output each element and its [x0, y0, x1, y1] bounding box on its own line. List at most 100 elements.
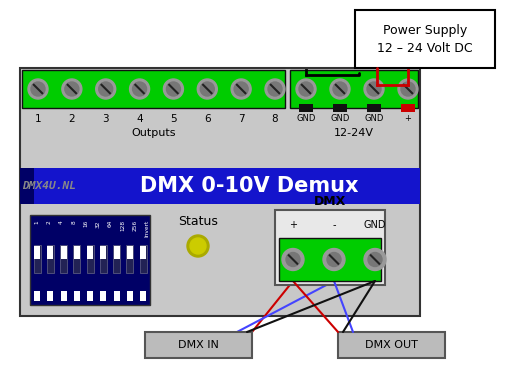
Circle shape — [398, 79, 418, 99]
Circle shape — [286, 253, 300, 266]
Text: 4: 4 — [59, 220, 64, 224]
Bar — [299, 104, 313, 112]
Text: 8: 8 — [272, 114, 278, 124]
Circle shape — [197, 79, 217, 99]
Circle shape — [333, 82, 347, 96]
Circle shape — [167, 82, 180, 96]
Circle shape — [133, 82, 146, 96]
Bar — [139, 245, 146, 273]
Bar — [100, 291, 106, 301]
Bar — [401, 104, 415, 112]
Text: 16: 16 — [83, 220, 88, 227]
Text: 5: 5 — [170, 114, 177, 124]
Text: Status: Status — [178, 215, 218, 228]
Circle shape — [268, 82, 282, 96]
Bar — [22, 70, 285, 108]
Bar — [61, 291, 67, 301]
Bar — [113, 245, 120, 273]
Bar — [34, 291, 40, 301]
Text: 6: 6 — [204, 114, 211, 124]
Circle shape — [231, 79, 251, 99]
Bar — [87, 291, 93, 301]
Circle shape — [187, 235, 209, 257]
Bar — [338, 332, 445, 358]
Bar — [20, 168, 34, 204]
Bar — [355, 10, 495, 68]
Bar — [61, 246, 67, 259]
Circle shape — [164, 79, 183, 99]
Text: 3: 3 — [103, 114, 109, 124]
Text: 256: 256 — [132, 220, 137, 231]
Bar — [100, 245, 107, 273]
Text: 2: 2 — [47, 220, 52, 224]
Text: +: + — [405, 114, 412, 123]
Circle shape — [368, 253, 382, 266]
Text: Outputs: Outputs — [131, 128, 176, 138]
Bar — [127, 291, 133, 301]
Bar — [100, 246, 106, 259]
Bar — [34, 246, 40, 259]
Text: DMX4U.NL: DMX4U.NL — [22, 181, 76, 191]
Text: 2: 2 — [69, 114, 75, 124]
Bar — [114, 246, 120, 259]
Text: DMX 0-10V Demux: DMX 0-10V Demux — [140, 176, 359, 196]
Circle shape — [282, 249, 304, 270]
Bar — [367, 104, 381, 112]
Text: Power Supply
12 – 24 Volt DC: Power Supply 12 – 24 Volt DC — [377, 23, 473, 55]
Bar — [73, 245, 80, 273]
Text: Invert: Invert — [144, 220, 149, 237]
Text: 8: 8 — [71, 220, 76, 224]
Circle shape — [296, 79, 316, 99]
Text: 12-24V: 12-24V — [334, 128, 374, 138]
Bar — [87, 246, 93, 259]
Text: GND: GND — [296, 114, 316, 123]
Bar — [140, 291, 146, 301]
Bar — [30, 215, 150, 305]
Circle shape — [65, 82, 79, 96]
Bar — [127, 246, 133, 259]
Circle shape — [190, 238, 206, 254]
Text: 1: 1 — [34, 220, 39, 224]
Bar — [20, 68, 420, 316]
Circle shape — [98, 82, 113, 96]
Bar — [74, 246, 80, 259]
Circle shape — [299, 82, 313, 96]
Text: GND: GND — [364, 220, 386, 230]
Bar — [114, 291, 120, 301]
Bar — [47, 291, 53, 301]
Text: GND: GND — [330, 114, 349, 123]
Bar — [140, 246, 146, 259]
Circle shape — [327, 253, 341, 266]
Text: 32: 32 — [95, 220, 100, 227]
Circle shape — [234, 82, 248, 96]
Text: GND: GND — [364, 114, 384, 123]
Bar — [33, 245, 40, 273]
Text: DMX OUT: DMX OUT — [365, 340, 418, 350]
Circle shape — [367, 82, 381, 96]
Bar — [275, 210, 385, 285]
Circle shape — [62, 79, 82, 99]
Bar — [74, 291, 80, 301]
Text: 128: 128 — [120, 220, 125, 231]
Circle shape — [200, 82, 214, 96]
Circle shape — [31, 82, 45, 96]
Bar — [20, 168, 420, 204]
Circle shape — [364, 249, 386, 270]
Bar — [60, 245, 67, 273]
Circle shape — [265, 79, 285, 99]
Bar — [47, 245, 54, 273]
Bar — [47, 246, 53, 259]
Bar — [279, 238, 381, 281]
Circle shape — [96, 79, 116, 99]
Circle shape — [364, 79, 384, 99]
Bar — [333, 104, 347, 112]
Text: 7: 7 — [238, 114, 244, 124]
Circle shape — [401, 82, 415, 96]
Text: 4: 4 — [136, 114, 143, 124]
Circle shape — [323, 249, 345, 270]
Circle shape — [130, 79, 149, 99]
Text: +: + — [289, 220, 297, 230]
Bar — [126, 245, 133, 273]
Text: DMX: DMX — [314, 195, 346, 208]
Bar — [145, 332, 252, 358]
